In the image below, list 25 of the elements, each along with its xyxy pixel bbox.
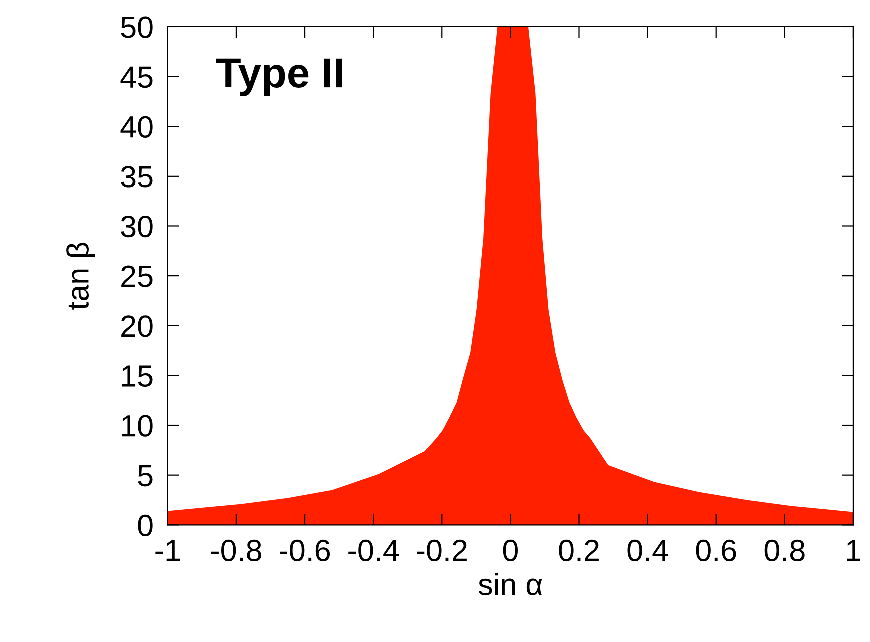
y-tick-label: 40	[120, 116, 153, 138]
y-tick-label: 35	[121, 166, 153, 188]
x-tick-label: -0.4	[348, 540, 400, 562]
y-tick-label: 25	[122, 266, 153, 288]
y-tick-label: 5	[138, 465, 153, 487]
annotation: Type II	[216, 58, 342, 96]
y-tick-label: 10	[122, 415, 153, 437]
y-tick-label: 0	[138, 514, 153, 537]
x-tick-label: -0.6	[280, 540, 330, 562]
x-tick-label: 1	[847, 540, 860, 562]
x-tick-label: -0.8	[212, 540, 262, 562]
x-tick-label: 0.8	[764, 540, 805, 562]
x-tick-label: -0.2	[417, 540, 467, 562]
x-axis-title: sin α	[478, 573, 542, 596]
y-tick-label: 50	[121, 16, 153, 38]
y-tick-label: 20	[122, 316, 153, 338]
x-tick-label: 0.4	[628, 540, 668, 562]
x-tick-label: -1	[156, 540, 180, 562]
x-tick-label: 0.6	[696, 540, 736, 562]
x-tick-label: 0	[503, 540, 518, 562]
y-tick-label: 15	[122, 366, 153, 388]
y-axis-title: tan β	[66, 242, 96, 310]
y-tick-label: 45	[120, 66, 153, 88]
x-tick-label: 0.2	[559, 540, 599, 562]
y-tick-label: 30	[121, 216, 153, 238]
